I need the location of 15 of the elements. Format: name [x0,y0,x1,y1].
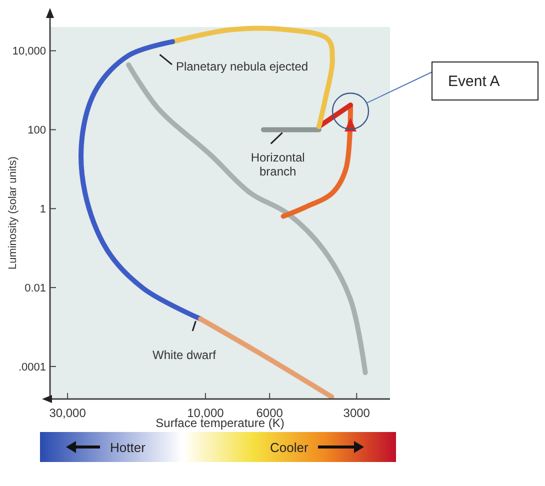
y-tick-label: 1 [40,203,46,216]
y-axis-title: Luminosity (solar units) [7,156,19,270]
y-tick-label: .0001 [18,361,46,374]
x-tick-label: 3000 [343,406,370,420]
annotation: White dwarf [152,348,217,362]
y-tick-label: 10,000 [12,46,46,58]
text: Event A [448,73,500,90]
x-tick-label: 10,000 [187,406,224,420]
annotation: Planetary nebula ejected [176,60,308,74]
text: Cooler [270,440,309,455]
y-tick-label: 0.01 [24,282,46,294]
text: Hotter [110,440,146,455]
x-tick-label: 30,000 [49,406,86,420]
annotation: Horizontal branch [250,150,305,179]
y-tick-label: 100 [28,124,46,137]
